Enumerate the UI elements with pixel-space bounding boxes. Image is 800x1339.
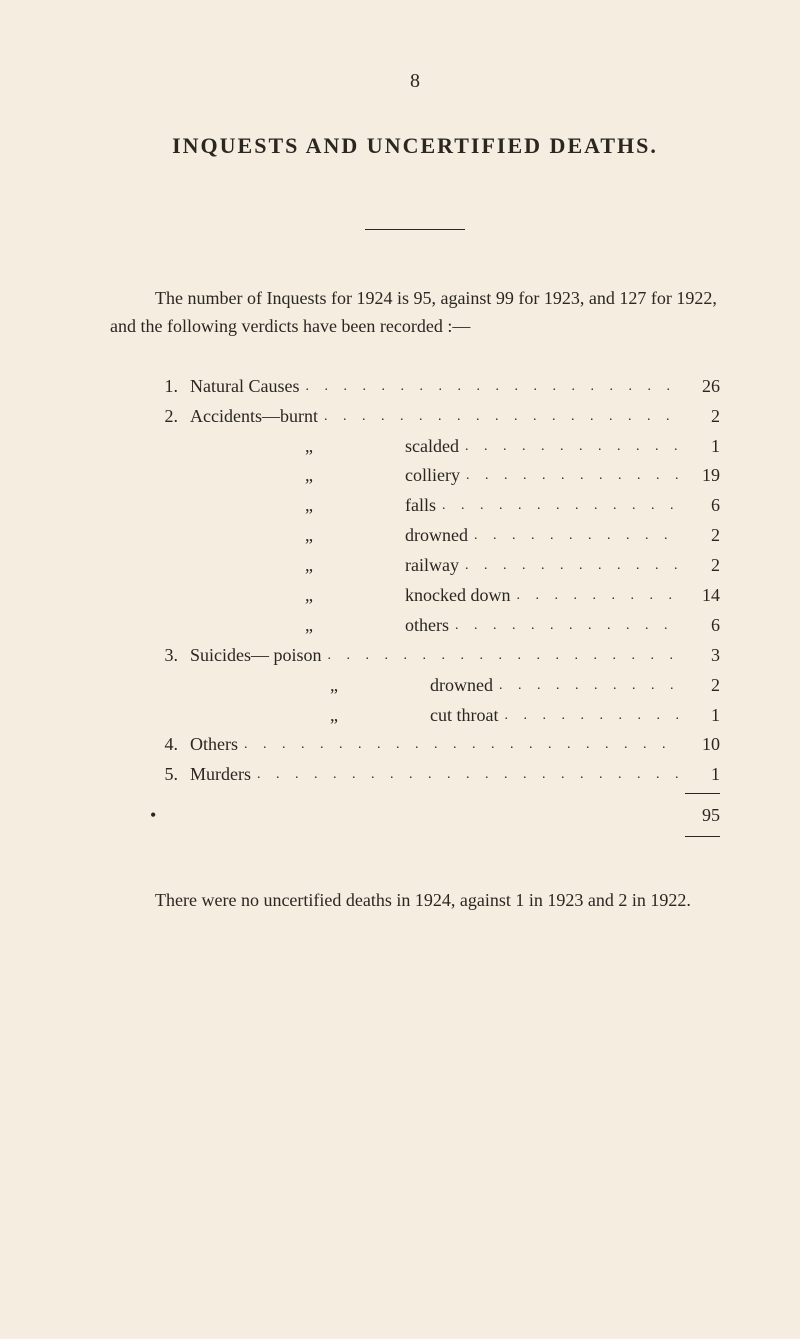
ditto-mark: „ <box>305 522 405 550</box>
sub-label: knocked down <box>405 585 510 605</box>
total-row: • 95 <box>150 798 720 832</box>
item-label: „falls <box>190 492 436 520</box>
item-value: 19 <box>680 462 720 490</box>
item-value: 3 <box>680 642 720 670</box>
leader-dots <box>318 403 680 431</box>
list-item: „knocked down 14 <box>150 582 720 610</box>
item-value: 2 <box>680 403 720 431</box>
sub-label: scalded <box>405 436 459 456</box>
list-item: „railway 2 <box>150 552 720 580</box>
item-label: „drowned <box>190 672 493 700</box>
leader-dots <box>459 433 680 461</box>
list-item: 5. Murders 1 <box>150 761 720 789</box>
list-item: „others 6 <box>150 612 720 640</box>
ditto-mark: „ <box>305 612 405 640</box>
outro-paragraph: There were no uncertified deaths in 1924… <box>110 887 720 915</box>
item-label: „scalded <box>190 433 459 461</box>
ditto-mark: „ <box>305 582 405 610</box>
item-label: „cut throat <box>190 702 498 730</box>
list-item: 3. Suicides— poison 3 <box>150 642 720 670</box>
leader-dots <box>299 373 680 401</box>
leader-dots <box>251 761 680 789</box>
item-label: Murders <box>190 761 251 789</box>
list-item: „scalded 1 <box>150 433 720 461</box>
total-rule-bottom <box>685 836 720 837</box>
leader-dots <box>322 642 680 670</box>
item-label: Others <box>190 731 238 759</box>
item-value: 1 <box>680 702 720 730</box>
page-title: INQUESTS AND UNCERTIFIED DEATHS. <box>110 133 720 159</box>
item-number: 5. <box>150 761 178 789</box>
item-value: 2 <box>680 552 720 580</box>
leader-dots <box>498 702 680 730</box>
list-item: „cut throat 1 <box>150 702 720 730</box>
list-item: 2. Accidents—burnt 2 <box>150 403 720 431</box>
intro-paragraph: The number of Inquests for 1924 is 95, a… <box>110 285 720 341</box>
ditto-mark: „ <box>305 492 405 520</box>
inquest-list: 1. Natural Causes 26 2. Accidents—burnt … <box>150 373 720 838</box>
leader-dots <box>493 672 680 700</box>
item-value: 6 <box>680 492 720 520</box>
item-value: 1 <box>680 433 720 461</box>
ditto-mark: „ <box>330 672 430 700</box>
item-number: 3. <box>150 642 178 670</box>
bullet-icon: • <box>150 798 680 832</box>
item-value: 1 <box>680 761 720 789</box>
sub-label: drowned <box>430 675 493 695</box>
list-item: „drowned 2 <box>150 522 720 550</box>
sub-label: colliery <box>405 465 460 485</box>
total-value: 95 <box>680 798 720 832</box>
leader-dots <box>460 462 680 490</box>
leader-dots <box>459 552 680 580</box>
sub-label: railway <box>405 555 459 575</box>
item-label: „colliery <box>190 462 460 490</box>
item-label: Suicides— poison <box>190 642 322 670</box>
item-number: 2. <box>150 403 178 431</box>
leader-dots <box>468 522 680 550</box>
ditto-mark: „ <box>305 462 405 490</box>
ditto-mark: „ <box>305 552 405 580</box>
leader-dots <box>238 731 680 759</box>
item-number: 4. <box>150 731 178 759</box>
list-item: „falls 6 <box>150 492 720 520</box>
sub-label: falls <box>405 495 436 515</box>
item-value: 10 <box>680 731 720 759</box>
item-label: „drowned <box>190 522 468 550</box>
item-label: „knocked down <box>190 582 510 610</box>
leader-dots <box>436 492 680 520</box>
total-rule-top <box>685 793 720 794</box>
item-value: 26 <box>680 373 720 401</box>
item-value: 2 <box>680 522 720 550</box>
item-label: „others <box>190 612 449 640</box>
page-number: 8 <box>110 70 720 93</box>
list-item: 4. Others 10 <box>150 731 720 759</box>
title-separator <box>365 229 465 230</box>
item-label: Natural Causes <box>190 373 299 401</box>
ditto-mark: „ <box>330 702 430 730</box>
leader-dots <box>449 612 680 640</box>
item-value: 2 <box>680 672 720 700</box>
sub-label: others <box>405 615 449 635</box>
item-number: 1. <box>150 373 178 401</box>
list-item: „colliery 19 <box>150 462 720 490</box>
list-item: „drowned 2 <box>150 672 720 700</box>
sub-label: cut throat <box>430 705 498 725</box>
item-label: Accidents—burnt <box>190 403 318 431</box>
item-label: „railway <box>190 552 459 580</box>
item-value: 14 <box>680 582 720 610</box>
list-item: 1. Natural Causes 26 <box>150 373 720 401</box>
item-value: 6 <box>680 612 720 640</box>
sub-label: drowned <box>405 525 468 545</box>
ditto-mark: „ <box>305 433 405 461</box>
leader-dots <box>510 582 680 610</box>
